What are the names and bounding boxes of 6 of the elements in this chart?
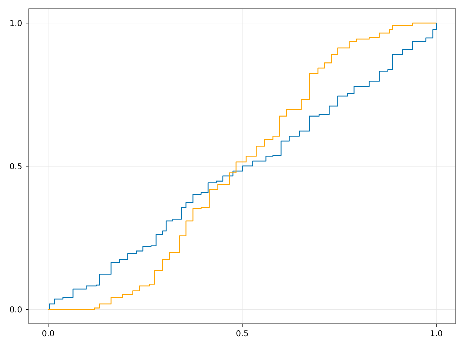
y-tick-label: 0.0 (10, 306, 22, 313)
y-tick-label: 1.0 (10, 20, 22, 26)
x-tick-label: 0.5 (236, 330, 248, 337)
x-tick-label: 1.0 (431, 330, 442, 337)
y-tick-label: 0.5 (10, 163, 22, 170)
x-tick-label: 0.0 (42, 330, 54, 337)
